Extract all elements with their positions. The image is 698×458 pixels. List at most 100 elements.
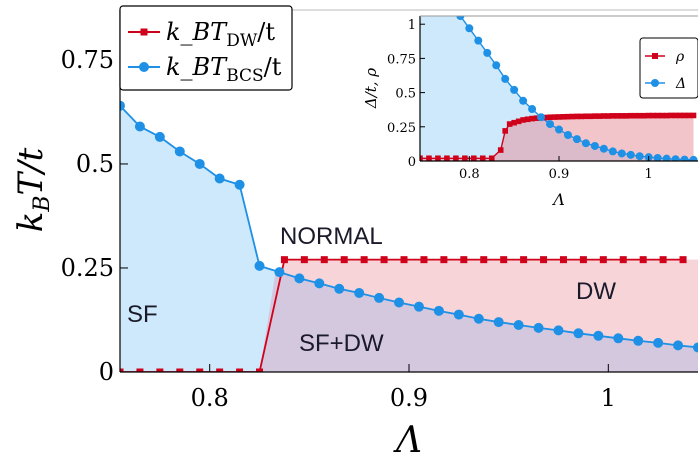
inset-data-point-0-39 [632,112,639,119]
inset-data-point-0-6 [471,155,477,161]
data-point-1-15 [413,301,424,312]
inset-data-point-0-12 [511,119,517,126]
data-point-1-18 [473,313,484,324]
inset-data-point-0-20 [547,114,553,121]
y-tick-label-3: 0.75 [61,46,114,74]
data-point-0-3 [176,368,184,372]
data-point-0-8 [280,256,288,264]
data-point-1-24 [593,330,604,341]
inset-data-point-0-19 [542,114,549,121]
inset-data-point-1-13 [572,135,581,144]
inset-data-point-1-23 [662,154,671,161]
inset-data-point-0-9 [497,147,504,153]
inset-data-point-0-41 [641,112,647,119]
data-point-1-16 [433,305,444,316]
inset-data-point-1-16 [599,144,608,153]
inset-data-point-0-27 [578,113,585,120]
region-label-sf-dw: SF+DW [299,330,384,357]
inset-data-point-0-22 [556,114,562,120]
inset-data-point-0-15 [524,116,531,123]
data-point-1-0 [120,100,125,111]
inset-data-point-0-14 [520,117,526,123]
inset-data-point-0-7 [479,155,486,161]
data-point-0-25 [619,256,627,264]
inset-data-point-0-36 [618,113,625,119]
legend-marker-dw [140,28,148,36]
data-point-0-10 [320,256,328,264]
inset-y-tick-label-1: 0.25 [387,121,416,136]
inset-region-delta [420,16,698,161]
inset-data-point-0-5 [462,155,468,161]
data-point-1-29 [693,342,698,353]
data-point-1-22 [553,325,564,336]
inset-data-point-0-24 [565,113,571,120]
inset-region-rho [420,115,694,161]
y-tick-label-1: 0.25 [61,254,114,282]
inset-data-point-0-28 [583,113,589,120]
data-point-1-21 [533,322,544,333]
inset-data-point-0-51 [686,112,692,119]
legend-label-dw: k_BTDW/t [166,18,275,51]
inset-data-point-1-4 [492,61,501,70]
inset-data-point-0-44 [654,112,661,119]
region-sf [120,105,276,372]
inset-data-point-0-33 [605,113,612,119]
region-label-normal: NORMAL [280,223,383,250]
data-point-0-15 [420,256,428,264]
data-point-1-6 [234,179,245,190]
inset-data-point-1-22 [653,153,662,161]
data-point-1-23 [573,328,584,339]
inset-legend-marker-rho [652,53,658,59]
inset-data-point-0-11 [506,121,513,127]
data-point-1-8 [274,267,285,278]
inset-data-point-0-35 [614,113,621,119]
inset-data-point-0-45 [659,112,665,119]
inset-data-point-1-18 [617,149,626,158]
inset-x-tick-label-0: 0.8 [459,167,480,182]
main-plot: 0.8 0.9 1 0 0.25 0.5 0.75 [61,9,698,412]
inset-data-point-0-48 [672,112,679,119]
inset-data-point-1-10 [546,120,555,129]
data-point-0-13 [380,256,388,264]
main-legend: k_BTDW/t k_BTBCS/t [119,5,293,91]
data-point-1-20 [513,319,524,330]
inset-data-point-1-19 [626,150,635,159]
data-point-0-7 [256,368,264,372]
inset-legend: ρ Δ [639,37,698,99]
inset-data-point-1-15 [590,141,599,150]
data-point-0-27 [659,256,667,264]
data-point-0-6 [236,368,244,372]
inset-x-axis-label: Λ [551,190,565,209]
inset-data-point-0-40 [636,112,643,119]
inset-data-point-1-20 [635,152,644,161]
data-point-1-3 [174,146,185,157]
data-point-0-2 [156,368,164,372]
data-point-0-28 [679,256,687,264]
y-tick-label-0: 0 [99,358,114,386]
data-point-1-19 [493,317,504,328]
data-point-0-18 [480,256,488,264]
data-point-1-14 [394,297,405,308]
inset-data-point-0-23 [560,114,567,120]
data-point-1-9 [294,273,305,284]
inset-legend-label-rho: ρ [675,49,685,65]
data-point-1-1 [134,121,145,132]
inset-data-point-0-30 [592,113,598,119]
inset-data-point-0-13 [515,118,522,125]
data-point-1-2 [154,131,165,142]
inset-data-point-1-2 [474,36,483,45]
inset-data-point-1-0 [456,16,465,20]
inset-data-point-0-16 [529,115,535,122]
data-point-0-1 [136,368,144,372]
inset-data-point-1-25 [680,155,689,161]
data-point-1-4 [194,158,205,169]
inset-data-point-0-0 [420,155,423,161]
data-point-0-9 [300,256,308,264]
inset-data-point-0-38 [627,112,634,119]
data-point-0-14 [400,256,408,264]
data-point-0-23 [579,256,587,264]
legend-label-bcs: k_BTBCS/t [166,53,282,86]
inset-data-point-0-43 [650,112,656,119]
x-tick-label-1: 0.9 [390,384,428,412]
